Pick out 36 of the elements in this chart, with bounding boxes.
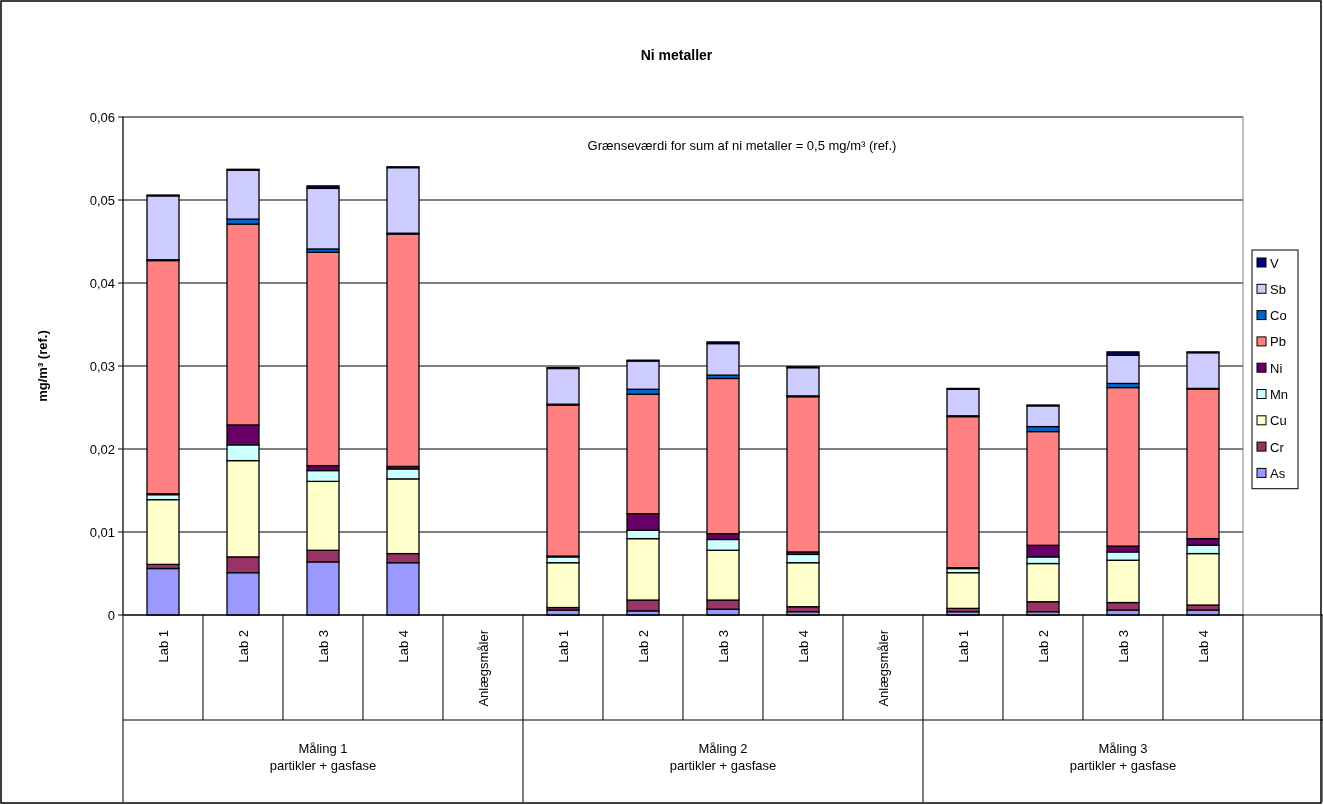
legend-label: Pb xyxy=(1270,334,1286,350)
legend-label: Mn xyxy=(1270,387,1289,403)
text: Måling 3 partikler + gasfase xyxy=(1069,741,1177,773)
x-tick-label: Anlægsmåler xyxy=(875,629,891,707)
y-tick-label: 0 xyxy=(107,607,115,623)
y-tick-label: 0,05 xyxy=(89,192,115,208)
legend-label: As xyxy=(1270,465,1286,481)
y-tick-label: 0,03 xyxy=(89,358,115,374)
annotation: Grænseværdi for sum af ni metaller = 0,5 mg/m³ (ref.) xyxy=(587,138,897,153)
text: Måling 2 partikler + gasfase xyxy=(669,741,777,773)
x-tick-label: Lab 2 xyxy=(235,630,251,663)
x-tick-label: Lab 1 xyxy=(555,630,571,663)
legend-label: Co xyxy=(1270,308,1287,324)
x-tick-label: Lab 2 xyxy=(635,630,651,663)
legend-label: Cr xyxy=(1270,439,1285,455)
x-tick-label: Lab 3 xyxy=(315,630,331,663)
legend-label: V xyxy=(1270,255,1279,271)
x-tick-label: Lab 1 xyxy=(955,630,971,663)
legend-label: Sb xyxy=(1270,281,1286,297)
y-tick-label: 0,06 xyxy=(89,109,115,125)
y-tick-label: 0,02 xyxy=(89,441,115,457)
x-tick-label: Anlægsmåler xyxy=(475,629,491,707)
y-axis-title: mg/m³ (ref.) xyxy=(35,330,50,402)
chart-title: Ni metaller xyxy=(640,47,713,63)
x-tick-label: Lab 1 xyxy=(155,630,171,663)
x-tick-label: Lab 3 xyxy=(1115,630,1131,663)
x-tick-label: Lab 4 xyxy=(1195,630,1211,663)
text: Måling 1 partikler + gasfase xyxy=(269,741,377,773)
y-tick-label: 0,04 xyxy=(89,275,115,291)
x-tick-label: Lab 4 xyxy=(395,630,411,663)
legend-label: Ni xyxy=(1270,360,1283,376)
x-tick-label: Lab 4 xyxy=(795,630,811,663)
legend-label: Cu xyxy=(1270,413,1287,429)
y-tick-label: 0,01 xyxy=(89,524,115,540)
x-tick-label: Lab 3 xyxy=(715,630,731,663)
x-tick-label: Lab 2 xyxy=(1035,630,1051,663)
